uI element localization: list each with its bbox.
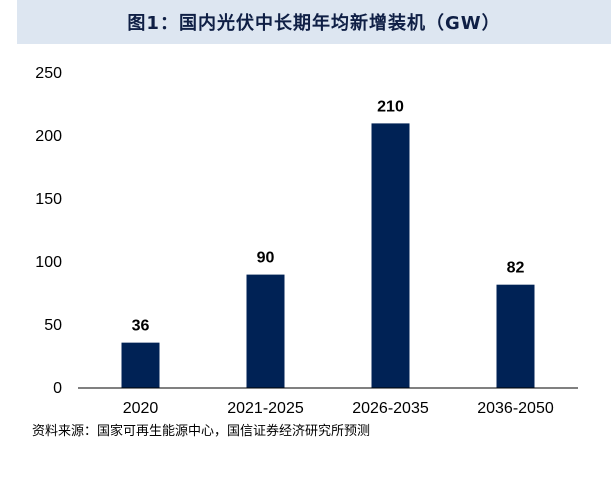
y-tick-label: 150 [35, 191, 62, 208]
bar [496, 284, 535, 388]
chart-title: 图1：国内光伏中长期年均新增装机（GW） [127, 13, 501, 34]
y-tick-label: 0 [53, 380, 62, 397]
value-labels-group: 36 90 210 82 [132, 98, 525, 334]
x-tick-label: 2026-2035 [352, 400, 429, 417]
bar-value-label: 210 [377, 98, 404, 115]
x-tick-label: 2021-2025 [227, 400, 304, 417]
bar-value-label: 90 [257, 250, 275, 267]
bar [246, 274, 285, 388]
bar [371, 123, 410, 389]
x-tick-label: 2036-2050 [477, 400, 554, 417]
y-tick-label: 250 [35, 65, 62, 82]
bars-group [121, 123, 535, 389]
y-tick-label: 100 [35, 254, 62, 271]
bar-value-label: 36 [132, 318, 150, 335]
bar [121, 342, 160, 388]
y-axis-ticks: 0 50 100 150 200 250 [35, 65, 62, 397]
x-tick-label: 2020 [123, 400, 159, 417]
source-note: 资料来源：国家可再生能源中心，国信证券经济研究所预测 [32, 424, 371, 439]
bar-value-label: 82 [507, 260, 525, 277]
y-tick-label: 200 [35, 128, 62, 145]
x-axis-ticks: 2020 2021-2025 2026-2035 2036-2050 [123, 400, 554, 417]
y-tick-label: 50 [44, 317, 62, 334]
title-banner: 图1：国内光伏中长期年均新增装机（GW） [17, 0, 611, 44]
